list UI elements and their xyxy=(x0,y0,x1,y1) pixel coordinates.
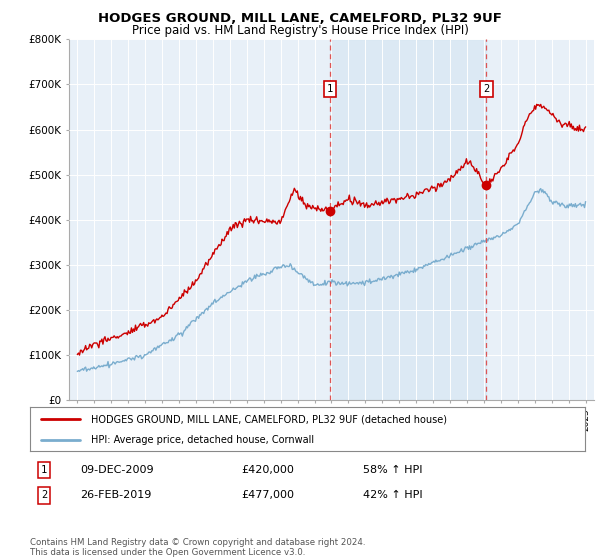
Text: HODGES GROUND, MILL LANE, CAMELFORD, PL32 9UF (detached house): HODGES GROUND, MILL LANE, CAMELFORD, PL3… xyxy=(91,414,447,424)
Text: Contains HM Land Registry data © Crown copyright and database right 2024.
This d: Contains HM Land Registry data © Crown c… xyxy=(30,538,365,557)
Text: 42% ↑ HPI: 42% ↑ HPI xyxy=(363,491,422,501)
Text: Price paid vs. HM Land Registry's House Price Index (HPI): Price paid vs. HM Land Registry's House … xyxy=(131,24,469,36)
Text: 26-FEB-2019: 26-FEB-2019 xyxy=(80,491,151,501)
Text: 1: 1 xyxy=(327,84,333,94)
Text: 58% ↑ HPI: 58% ↑ HPI xyxy=(363,465,422,475)
Text: £420,000: £420,000 xyxy=(241,465,294,475)
Text: 09-DEC-2009: 09-DEC-2009 xyxy=(80,465,154,475)
Bar xyxy=(330,39,487,400)
Text: HPI: Average price, detached house, Cornwall: HPI: Average price, detached house, Corn… xyxy=(91,435,314,445)
Text: £477,000: £477,000 xyxy=(241,491,294,501)
Text: 2: 2 xyxy=(484,84,490,94)
Text: HODGES GROUND, MILL LANE, CAMELFORD, PL32 9UF: HODGES GROUND, MILL LANE, CAMELFORD, PL3… xyxy=(98,12,502,25)
Text: 2: 2 xyxy=(41,491,47,501)
Text: 1: 1 xyxy=(41,465,47,475)
